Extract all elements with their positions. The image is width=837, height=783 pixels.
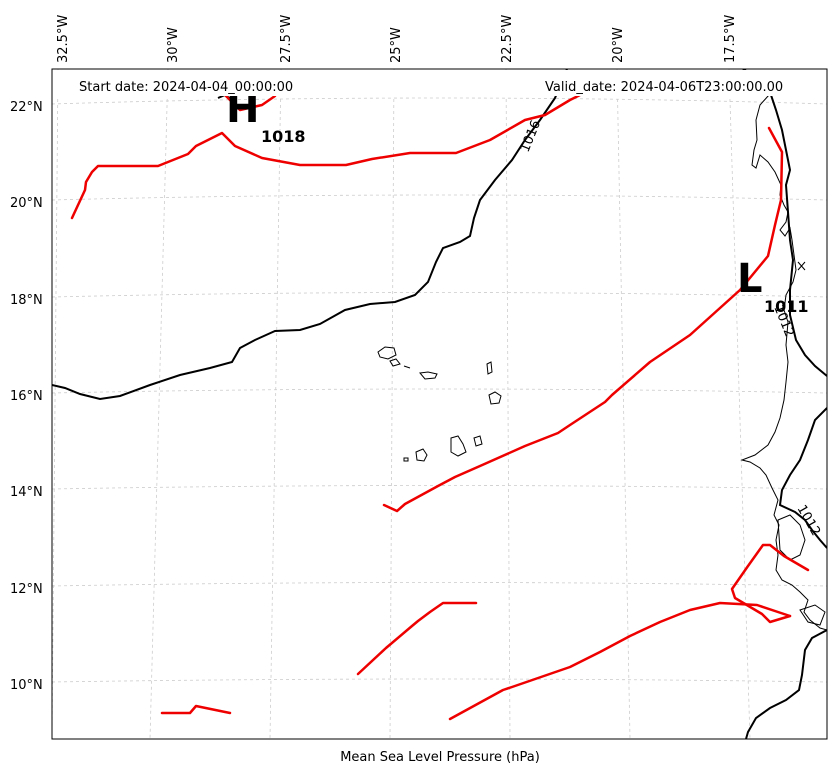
isobar-1012-coast xyxy=(745,629,827,739)
front-east-coast xyxy=(382,126,784,513)
lon-tick: 20°W xyxy=(611,27,626,63)
lon-tick: 30°W xyxy=(166,27,181,63)
fronts xyxy=(70,70,810,721)
isobars xyxy=(52,69,827,739)
front-north xyxy=(70,70,662,220)
lat-tick: 16°N xyxy=(10,389,43,404)
lat-tick: 10°N xyxy=(10,678,43,693)
start-date-label: Start date: 2024-04-04_00:00:00 xyxy=(79,80,293,95)
island-santo-antao xyxy=(377,346,397,360)
map-frame xyxy=(51,68,828,740)
longitude-ticks: 32.5°W 30°W 27.5°W 25°W 22.5°W 20°W 17.5… xyxy=(56,15,738,63)
lon-tick: 22.5°W xyxy=(500,15,515,63)
low-letter: L xyxy=(737,256,763,302)
coastlines xyxy=(377,94,827,631)
lon-tick: 27.5°W xyxy=(279,15,294,63)
front-south-west xyxy=(356,601,478,676)
lat-tick: 14°N xyxy=(10,485,43,500)
isobar-label-1012-south: 1012 xyxy=(794,503,824,539)
valid-date-label: Valid_date: 2024-04-06T23:00:00.00 xyxy=(545,80,783,95)
low-value: 1011 xyxy=(764,297,809,316)
front-south-right xyxy=(730,543,810,624)
isobar-label-1016: 1016 xyxy=(518,118,544,154)
lat-tick: 18°N xyxy=(10,293,43,308)
lon-tick: 32.5°W xyxy=(56,15,71,63)
front-south-mid xyxy=(448,601,792,721)
lon-tick: 17.5°W xyxy=(723,15,738,63)
map-panel: 1016 1012 1012 H 1018 L 1011 Start date:… xyxy=(51,68,828,740)
lon-tick: 25°W xyxy=(389,27,404,63)
map-caption: Mean Sea Level Pressure (hPa) xyxy=(340,750,540,765)
isobar-1012-south xyxy=(778,407,827,549)
header-strip xyxy=(53,70,826,96)
high-value: 1018 xyxy=(261,127,306,146)
lat-tick: 20°N xyxy=(10,196,43,211)
front-south-bottom xyxy=(160,704,232,715)
isobar-1016 xyxy=(52,69,568,401)
lat-tick: 22°N xyxy=(10,100,43,115)
latitude-ticks: 22°N 20°N 18°N 16°N 14°N 12°N 10°N xyxy=(10,100,43,693)
lat-tick: 12°N xyxy=(10,582,43,597)
graticule xyxy=(52,69,827,739)
low-pressure-center: L 1011 xyxy=(737,256,809,316)
isobar-1012-north xyxy=(742,69,827,377)
